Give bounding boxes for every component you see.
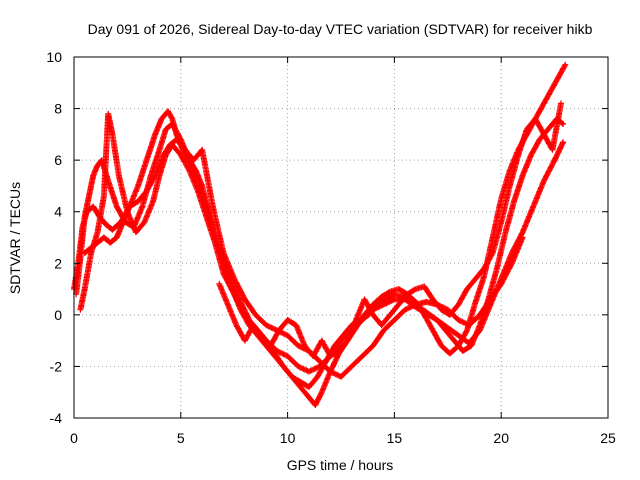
axis-layer: 0 5 10 15 20 25 -4 -2 0 2 4 6 8 10	[46, 49, 616, 446]
plot-frame	[73, 56, 609, 419]
x-tick-label: 20	[493, 430, 509, 446]
y-tick-label: -2	[50, 358, 63, 374]
data-point-markers	[81, 136, 526, 380]
x-tick-label: 0	[70, 430, 78, 446]
data-point-markers	[71, 61, 569, 409]
y-axis-title: SDTVAR / TECUs	[7, 182, 23, 294]
y-tick-label: 0	[54, 307, 62, 323]
y-tick-label: 6	[54, 152, 62, 168]
x-tick-label: 10	[280, 430, 296, 446]
x-tick-label: 5	[177, 430, 185, 446]
grid-layer	[74, 57, 608, 418]
y-tick-label: 2	[54, 255, 62, 271]
data-layer	[71, 61, 569, 409]
y-tick-label: -4	[50, 410, 63, 426]
x-axis-title: GPS time / hours	[287, 457, 394, 473]
y-tick-label: 10	[46, 49, 62, 65]
x-tick-label: 15	[387, 430, 403, 446]
y-tick-label: 4	[54, 204, 62, 220]
y-tick-label: 8	[54, 101, 62, 117]
series-track-1	[71, 61, 569, 409]
series-track-5	[216, 100, 564, 360]
x-tick-label: 25	[600, 430, 616, 446]
chart-title: Day 091 of 2026, Sidereal Day-to-day VTE…	[88, 21, 593, 37]
series-track-4	[81, 136, 526, 380]
data-point-markers	[216, 100, 564, 360]
